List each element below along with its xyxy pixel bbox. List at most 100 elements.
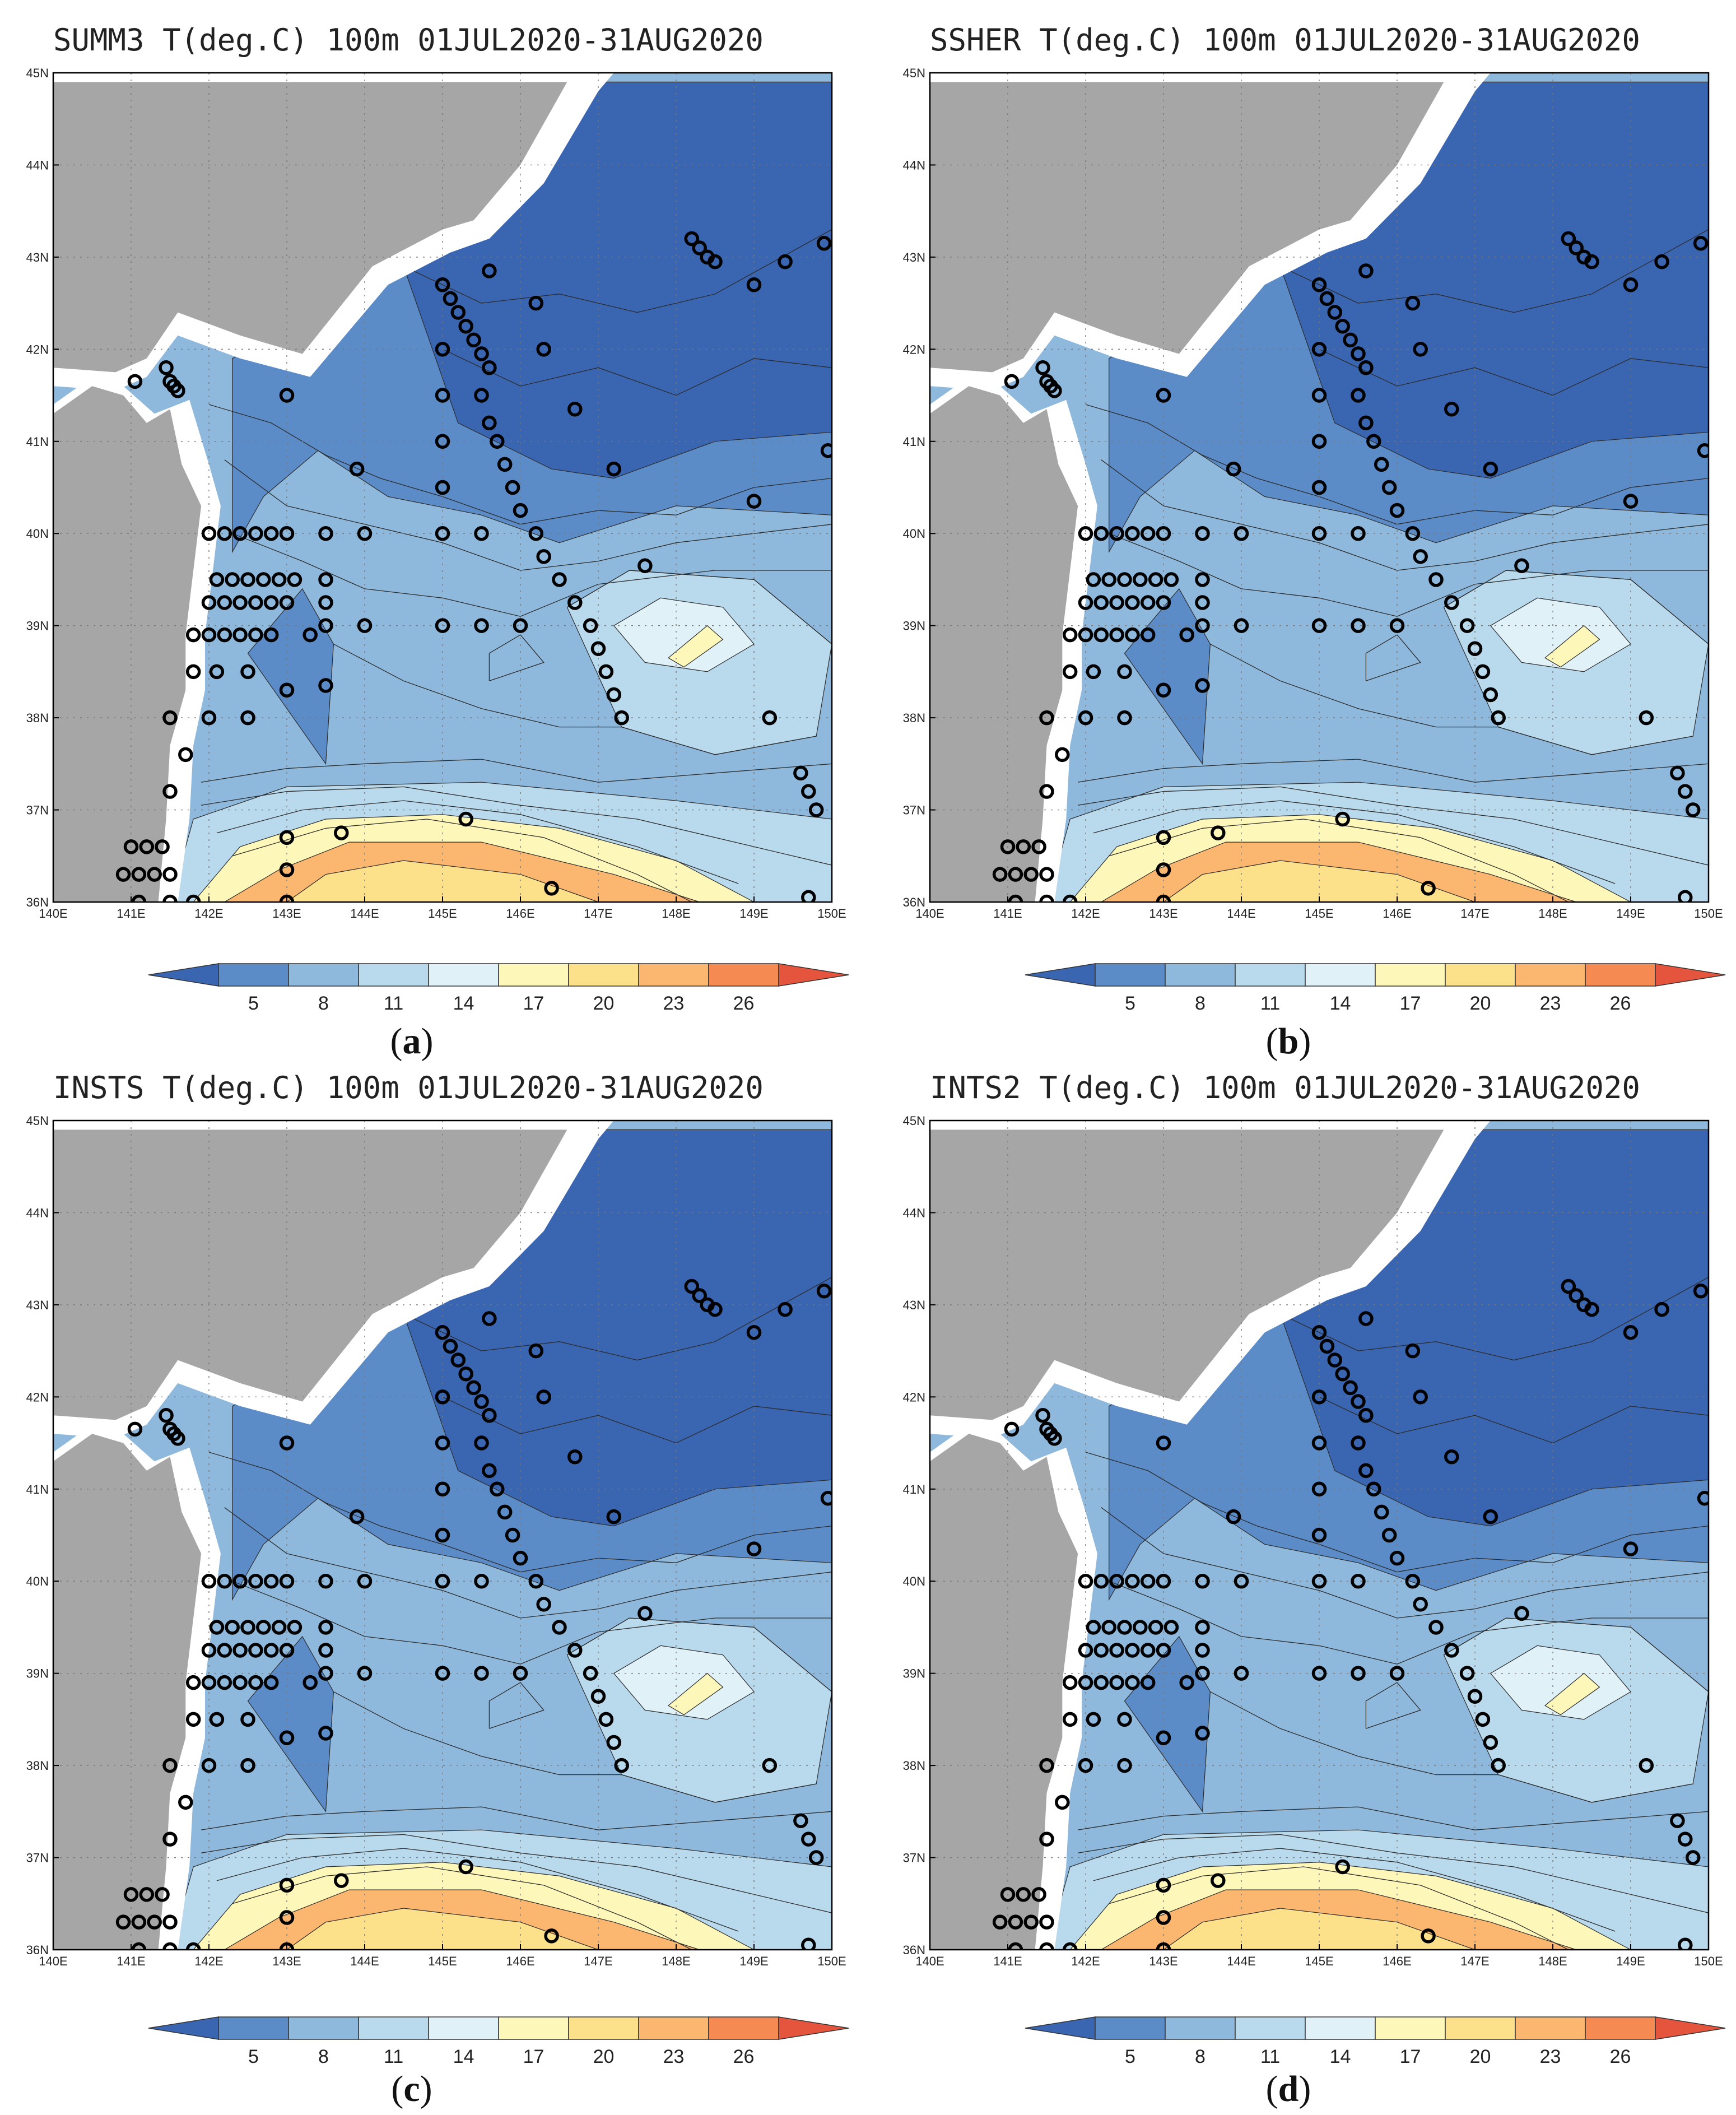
observation-station-marker	[1514, 1606, 1529, 1621]
observation-station-marker	[1358, 1463, 1374, 1479]
observation-station-marker	[1156, 1877, 1171, 1893]
colorbar-segment	[778, 963, 849, 987]
observation-station-marker	[1023, 1914, 1039, 1930]
colorbar-tick-label: 23	[663, 2046, 685, 2067]
temperature-band-17-eddy	[1544, 1672, 1600, 1716]
observation-station-marker	[474, 1394, 489, 1409]
lat-tick-label: 45N	[903, 1114, 925, 1128]
observation-station-marker	[1351, 1573, 1366, 1589]
observation-station-marker	[279, 1942, 295, 1950]
lat-tick-label: 43N	[26, 1298, 49, 1312]
lon-tick-label: 148E	[662, 907, 690, 921]
observation-station-marker	[1016, 839, 1031, 854]
lon-tick-label: 149E	[1616, 907, 1645, 921]
lat-tick-label: 38N	[26, 711, 49, 725]
observation-station-marker	[1086, 1620, 1101, 1635]
observation-station-marker	[1343, 1380, 1358, 1396]
colorbar-tick-label: 5	[248, 2046, 259, 2067]
observation-station-marker	[217, 1643, 232, 1658]
observation-station-marker	[1078, 1643, 1093, 1658]
observation-station-marker	[1039, 710, 1054, 726]
observation-station-marker	[185, 1712, 201, 1727]
temperature-band-17-eddy	[668, 625, 724, 668]
observation-station-marker	[1047, 1431, 1062, 1446]
observation-station-marker	[1311, 1389, 1327, 1405]
observation-station-marker	[1467, 641, 1483, 657]
observation-station-marker	[1389, 1550, 1405, 1566]
observation-station-marker	[801, 1832, 816, 1847]
observation-station-marker	[334, 825, 349, 840]
observation-station-marker	[279, 1573, 295, 1589]
colorbar-segment	[1165, 2016, 1236, 2040]
lat-tick-label: 45N	[26, 1114, 49, 1128]
lat-tick-label: 41N	[903, 435, 925, 449]
observation-station-marker	[1654, 1301, 1669, 1317]
observation-station-marker	[450, 305, 466, 320]
observation-station-marker	[435, 1573, 450, 1589]
observation-station-marker	[816, 235, 832, 251]
colorbar-segment	[1655, 963, 1726, 987]
isotherm-line	[1085, 1452, 1709, 1573]
observation-station-marker	[1226, 1509, 1241, 1524]
colorbar-c: 5 8 11 14 17 20 23 26	[148, 2016, 849, 2067]
observation-station-marker	[1125, 627, 1140, 643]
colorbar-segment	[1305, 963, 1376, 987]
observation-station-marker	[318, 678, 333, 693]
observation-station-marker	[474, 388, 489, 403]
temperature-band-8-south	[1124, 588, 1211, 765]
isotherm-line	[1077, 759, 1709, 783]
colorbar-segment	[1235, 2016, 1306, 2040]
lat-tick-label: 42N	[26, 342, 49, 356]
observation-station-marker	[567, 1643, 583, 1658]
observation-station-marker	[170, 383, 185, 398]
land-mass	[930, 82, 1444, 373]
colorbar-b: 5 8 11 14 17 20 23 26	[1025, 963, 1726, 1014]
observation-station-marker	[279, 830, 295, 845]
lon-tick-label: 145E	[428, 1954, 457, 1968]
observation-station-marker	[1195, 678, 1210, 693]
colorbar-segment	[1375, 2016, 1446, 2040]
colorbar-segment	[1445, 963, 1516, 987]
isotherm-line	[232, 1866, 692, 1950]
colorbar-segment	[1585, 2016, 1656, 2040]
isotherm-line	[216, 800, 739, 884]
isotherm-line	[1093, 800, 1616, 884]
observation-station-marker	[435, 342, 450, 357]
isotherm-line	[1444, 1617, 1709, 1693]
land-mass	[53, 386, 202, 902]
observation-station-marker	[606, 1509, 622, 1524]
observation-station-marker	[1483, 1735, 1498, 1750]
observation-station-marker	[162, 1832, 178, 1847]
isotherm-line	[403, 1277, 832, 1361]
observation-station-marker	[1140, 1675, 1156, 1690]
observation-station-marker	[458, 1859, 473, 1875]
isotherm-line	[1280, 229, 1709, 313]
colorbar-segment	[288, 2016, 359, 2040]
observation-station-marker	[209, 664, 225, 680]
observation-station-marker	[528, 1573, 544, 1589]
observation-station-marker	[1389, 503, 1405, 518]
observation-station-marker	[1366, 1481, 1381, 1497]
observation-station-marker	[1351, 1435, 1366, 1451]
lon-tick-label: 146E	[1383, 1954, 1411, 1968]
observation-station-marker	[1678, 784, 1693, 799]
isotherm-line	[403, 229, 832, 313]
observation-station-marker	[225, 572, 240, 587]
observation-station-marker	[1514, 558, 1529, 574]
colorbar-segment	[1025, 963, 1096, 987]
observation-station-marker	[1156, 1643, 1171, 1658]
map-area: 36N 37N 38N 39N 40N 41N 42N 43N 44N 45N 140E 141E 14…	[26, 1114, 846, 1968]
observation-station-marker	[598, 664, 614, 680]
observation-station-marker	[1311, 526, 1327, 541]
observation-station-marker	[131, 894, 147, 902]
observation-station-marker	[1156, 1573, 1171, 1589]
lat-tick-label: 37N	[903, 1851, 925, 1865]
observation-station-marker	[1389, 618, 1405, 633]
lat-tick-label: 39N	[903, 1667, 925, 1681]
observation-station-marker	[1234, 618, 1249, 633]
observation-station-marker	[1016, 1887, 1031, 1902]
observation-station-marker	[536, 1389, 551, 1405]
observation-station-marker	[178, 1795, 193, 1810]
lon-tick-label: 144E	[1227, 907, 1255, 921]
observation-station-marker	[1062, 1942, 1078, 1950]
